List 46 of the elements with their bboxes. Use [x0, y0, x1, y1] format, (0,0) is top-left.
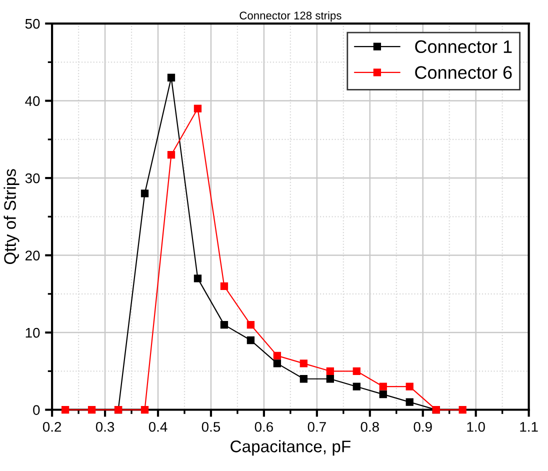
point — [140, 406, 149, 414]
point — [194, 104, 202, 112]
y-tick-label: 50 — [25, 18, 40, 29]
x-tick-label: 0.7 — [308, 422, 326, 432]
point — [167, 74, 176, 82]
point — [194, 274, 202, 282]
point — [379, 390, 387, 398]
y-tick-label: 20 — [26, 250, 40, 260]
point — [406, 398, 414, 406]
point — [300, 375, 308, 383]
point — [326, 375, 334, 383]
point — [220, 282, 228, 290]
y-tick-label: 30 — [25, 173, 40, 184]
y-tick-label: 0 — [33, 405, 40, 415]
y-tick-label: 10 — [26, 328, 40, 338]
point — [88, 406, 96, 414]
point — [406, 382, 414, 390]
y-axis-title: Qtty of Strips — [4, 169, 20, 264]
point — [273, 360, 282, 368]
x-tick-label: 0.2 — [42, 422, 62, 432]
point — [326, 367, 334, 375]
point — [167, 151, 176, 159]
point — [246, 320, 255, 329]
x-tick-label: 0.5 — [202, 422, 220, 432]
legend-label: Connector 6 — [415, 66, 512, 79]
x-tick-label: 0.6 — [254, 422, 273, 432]
point — [61, 406, 70, 414]
x-tick-label: 0.8 — [360, 422, 379, 432]
point — [220, 320, 228, 329]
point — [246, 336, 255, 344]
point — [140, 190, 149, 198]
point — [352, 382, 360, 390]
x-tick-label: 0.3 — [96, 422, 114, 432]
x-axis-title: Capacitance, pF — [230, 440, 350, 456]
chart-title: Connector 128 strips — [240, 11, 342, 22]
legend-label: Connector 1 — [415, 40, 512, 54]
point — [300, 360, 308, 368]
x-tick-label: 0.9 — [414, 422, 432, 432]
point — [273, 352, 282, 360]
x-tick-label: 0.4 — [148, 422, 168, 432]
point — [352, 367, 360, 375]
y-tick-label: 40 — [25, 96, 40, 106]
point — [458, 406, 466, 414]
point — [379, 382, 387, 390]
x-tick-label: 1.1 — [520, 422, 538, 432]
x-tick-label: 1.0 — [467, 422, 485, 432]
